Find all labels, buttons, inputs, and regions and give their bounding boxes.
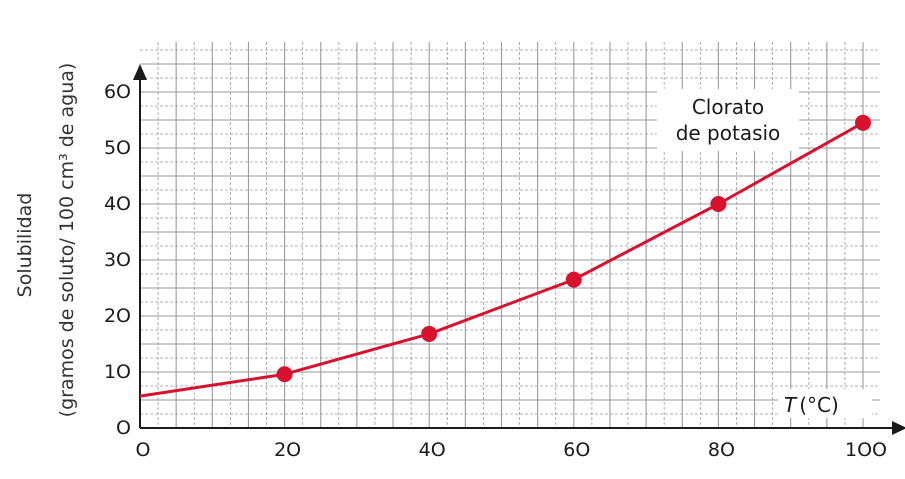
series-label-bg (657, 89, 799, 151)
y-tick-label: 6O (104, 81, 131, 103)
data-point (565, 271, 582, 288)
x-tick-label: 2O (274, 439, 301, 461)
data-point (855, 114, 871, 131)
y-tick-label: 4O (104, 193, 131, 215)
y-tick-label: 3O (104, 249, 131, 271)
x-tick-label: 6O (563, 439, 590, 461)
y-tick-label: O (116, 417, 131, 439)
y-axis-title-line1: Solubilidad (14, 193, 36, 298)
x-axis-title: T (°C) (778, 389, 872, 418)
x-axis-title-bg (778, 389, 872, 418)
y-tick-label: 5O (104, 137, 131, 159)
data-point (276, 366, 293, 383)
y-axis-arrow (133, 64, 147, 80)
x-tick-label: 1OO (845, 439, 887, 461)
y-tick-label: 2O (104, 305, 131, 327)
x-tick-labels: O 2O 4O 6O 8O 1OO (136, 439, 887, 461)
x-tick-label: O (136, 439, 151, 461)
x-tick-label: 8O (708, 439, 735, 461)
y-tick-labels: O 1O 2O 3O 4O 5O 6O (104, 81, 131, 439)
data-point (421, 325, 438, 342)
y-axis-subtitle: (gramos de soluto/ 100 cm³ de agua) (56, 63, 78, 418)
y-axis-title-line2: (gramos de soluto/ 100 cm³ de agua) (56, 63, 78, 418)
series-label-line1: Clorato (692, 95, 764, 119)
series-label-line2: de potasio (676, 121, 781, 145)
y-tick-label: 1O (104, 361, 131, 383)
x-tick-label: 4O (419, 439, 446, 461)
series-line (139, 121, 864, 398)
axes (133, 64, 905, 435)
series-clorato-de-potasio (139, 114, 871, 398)
data-point (710, 196, 727, 212)
series-label: Clorato de potasio (657, 89, 799, 151)
x-axis-unit: (°C) (799, 393, 839, 417)
x-axis-title: T (°C) (784, 393, 839, 417)
y-axis-title: Solubilidad (14, 193, 36, 298)
x-axis-arrow (892, 421, 905, 435)
x-axis-variable: T (784, 393, 798, 417)
